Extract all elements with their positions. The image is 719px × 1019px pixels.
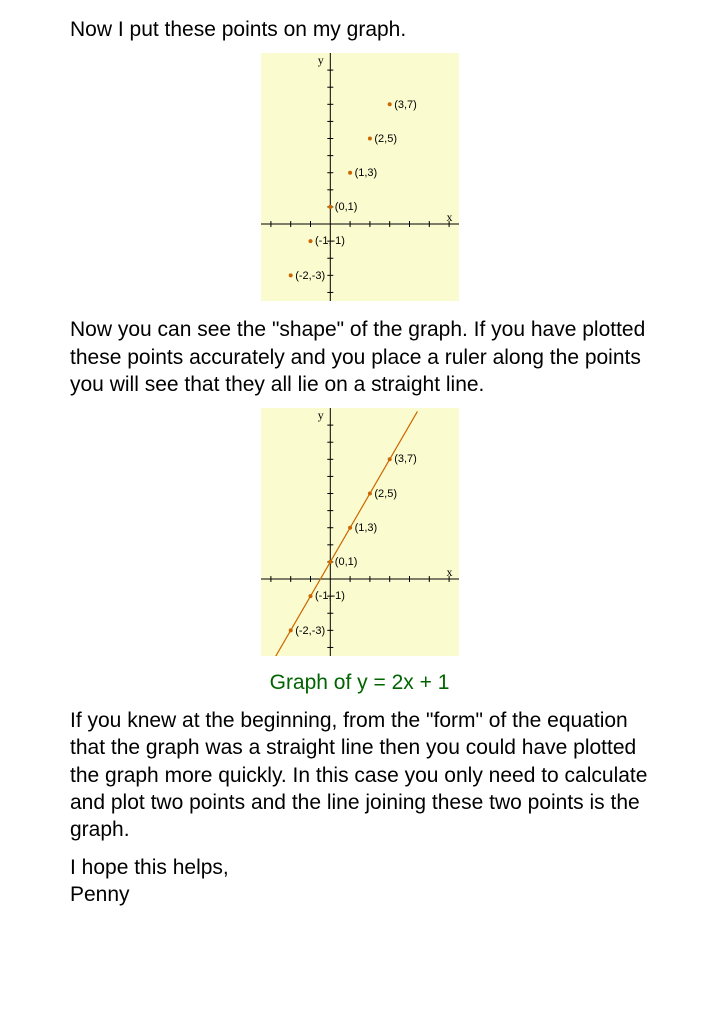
point-label: (1,3): [355, 167, 378, 179]
graph-caption: Graph of y = 2x + 1: [70, 671, 649, 695]
graph1-wrap: (3,7) (2,5) (1,3) (0,1) (-1,-1) (-2,-3) y x: [70, 53, 649, 306]
y-axis-label: y: [318, 53, 324, 68]
paragraph-form: If you knew at the beginning, from the "…: [70, 707, 649, 843]
paragraph-hope: I hope this helps,: [70, 854, 649, 881]
point-label: (-1,-1): [315, 235, 345, 247]
point-label: (2,5): [374, 133, 397, 145]
signature: Penny: [70, 881, 649, 908]
point-label: (-2,-3): [295, 625, 325, 637]
point-label: (1,3): [355, 522, 378, 534]
point-label: (-2,-3): [295, 270, 325, 282]
paragraph-shape: Now you can see the "shape" of the graph…: [70, 316, 649, 398]
x-axis-label: x: [447, 210, 453, 225]
point-label: (2,5): [374, 488, 397, 500]
graph-points-only: (3,7) (2,5) (1,3) (0,1) (-1,-1) (-2,-3) y x: [261, 53, 459, 301]
point-label: (3,7): [394, 99, 417, 111]
graph-with-line: (3,7) (2,5) (1,3) (0,1) (-1,-1) (-2,-3) y x: [261, 408, 459, 656]
paragraph-intro: Now I put these points on my graph.: [70, 16, 649, 43]
graph2-wrap: (3,7) (2,5) (1,3) (0,1) (-1,-1) (-2,-3) y x: [70, 408, 649, 661]
point-label: (0,1): [335, 556, 358, 568]
x-axis-label: x: [447, 565, 453, 580]
point-label: (-1,-1): [315, 590, 345, 602]
point-label: (0,1): [335, 201, 358, 213]
point-label: (3,7): [394, 453, 417, 465]
y-axis-label: y: [318, 408, 324, 423]
page-content: Now I put these points on my graph. (3,7…: [0, 0, 719, 938]
